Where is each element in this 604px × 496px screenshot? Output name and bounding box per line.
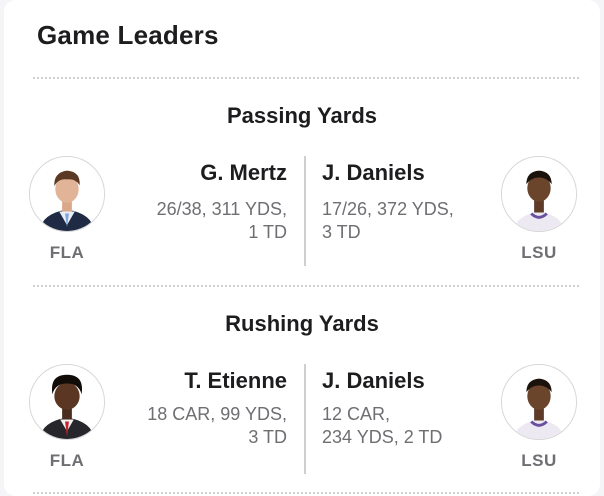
player-avatar-home[interactable] <box>501 156 577 232</box>
section-vertical-divider <box>304 156 306 266</box>
player-stats-home: 17/26, 372 YDS, 3 TD <box>322 198 454 244</box>
divider <box>33 77 579 79</box>
stats-line: 3 TD <box>248 427 287 447</box>
player-stats-away: 26/38, 311 YDS, 1 TD <box>157 198 287 244</box>
section-title: Passing Yards <box>226 103 377 128</box>
stats-line: 1 TD <box>248 222 287 242</box>
player-avatar-away[interactable] <box>29 156 105 232</box>
section-title: Rushing Yards <box>225 311 379 336</box>
team-abbr-home: LSU <box>521 451 557 470</box>
player-name-home[interactable]: J. Daniels <box>322 368 425 393</box>
player-headshot-icon <box>30 365 104 439</box>
card-title: Game Leaders <box>37 20 219 50</box>
stats-line: 18 CAR, 99 YDS, <box>147 404 287 424</box>
stats-line: 234 YDS, 2 TD <box>322 427 443 447</box>
player-name-away[interactable]: G. Mertz <box>200 160 287 185</box>
player-name-away[interactable]: T. Etienne <box>184 368 287 393</box>
team-abbr-home: LSU <box>521 243 557 262</box>
stats-line: 3 TD <box>322 222 361 242</box>
stats-line: 12 CAR, <box>322 404 391 424</box>
player-headshot-icon <box>502 365 576 439</box>
player-avatar-home[interactable] <box>501 364 577 440</box>
team-abbr-away: FLA <box>49 243 85 262</box>
leader-section-rushing: Rushing Yards FLA T. Etienne 18 CAR, 99 … <box>0 311 604 496</box>
game-leaders-card: Game Leaders <box>4 0 600 496</box>
player-stats-home: 12 CAR, 234 YDS, 2 TD <box>322 403 442 449</box>
leader-section-passing: Passing Yards FLA G. Mertz 26/38, 311 YD… <box>0 103 604 303</box>
stats-line: 17/26, 372 YDS, <box>322 199 454 219</box>
player-name-home[interactable]: J. Daniels <box>322 160 425 185</box>
player-stats-away: 18 CAR, 99 YDS, 3 TD <box>147 403 287 449</box>
player-headshot-icon <box>30 157 104 231</box>
team-abbr-away: FLA <box>49 451 85 470</box>
stats-line: 26/38, 311 YDS, <box>156 199 287 219</box>
divider <box>33 492 579 494</box>
player-headshot-icon <box>502 157 576 231</box>
divider <box>33 285 579 287</box>
player-avatar-away[interactable] <box>29 364 105 440</box>
section-vertical-divider <box>304 364 306 474</box>
